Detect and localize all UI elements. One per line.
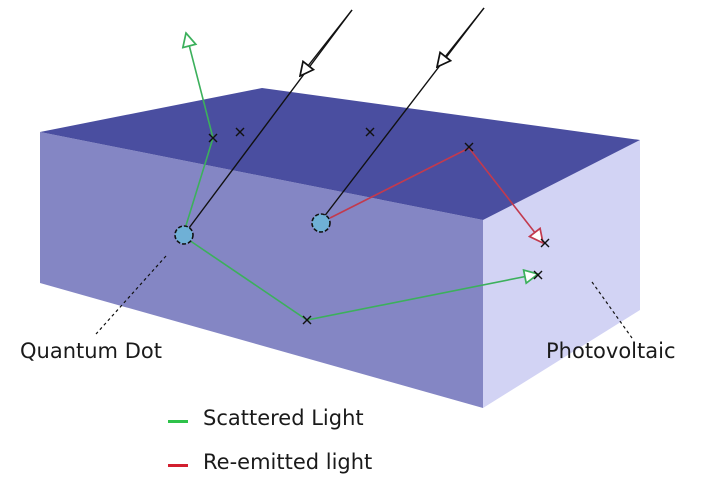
legend-swatch-scattered [168, 420, 188, 423]
cross-marker [302, 315, 312, 325]
cross-marker [540, 238, 550, 248]
quantum-dot-right [311, 213, 331, 233]
incident-ray-left [185, 9, 353, 233]
legend-label-scattered: Scattered Light [203, 406, 364, 430]
slab-side-face [483, 140, 640, 408]
cross-marker [533, 270, 543, 280]
quantum-dot-left [174, 225, 194, 245]
incident-ray-right [319, 7, 485, 223]
interaction-markers [208, 127, 550, 325]
cross-marker [365, 127, 375, 137]
cross-marker [235, 127, 245, 137]
reemitted-ray [329, 146, 543, 243]
cross-marker [464, 142, 474, 152]
photovoltaic-label: Photovoltaic [546, 339, 676, 363]
quantum-dot-label: Quantum Dot [20, 339, 162, 363]
slab-front-face [40, 132, 483, 408]
legend-swatch-reemitted [168, 464, 188, 467]
incident-ray-left-arrow [300, 9, 353, 76]
incident-ray-right-arrow [437, 7, 485, 67]
slab-top-face [40, 88, 640, 220]
legend-label-reemitted: Re-emitted light [203, 450, 373, 474]
cross-marker [208, 133, 218, 143]
